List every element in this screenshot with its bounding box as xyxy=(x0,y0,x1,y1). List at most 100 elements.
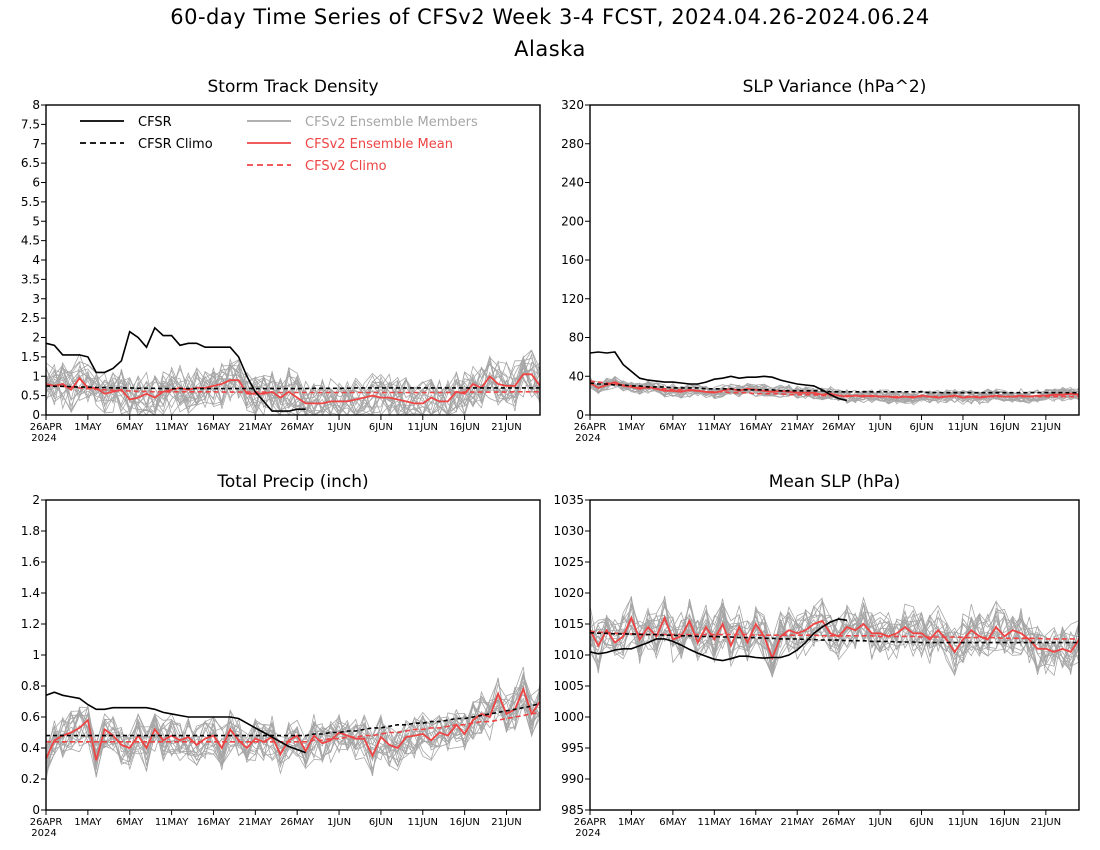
x-tick-label: 26MAY xyxy=(280,817,314,828)
y-tick-label: 985 xyxy=(561,803,584,817)
cfsv2-climo-line xyxy=(46,711,541,743)
ensemble-mean-line xyxy=(45,686,541,761)
y-tick-label: 7.5 xyxy=(21,117,40,131)
x-tick-label: 21JUN xyxy=(491,422,521,433)
y-tick-label: 1.4 xyxy=(21,586,40,600)
cfsr-climo-line xyxy=(46,702,541,737)
legend-cfsr-climo-label: CFSR Climo xyxy=(138,137,213,152)
ensemble-member-line xyxy=(45,687,541,770)
x-tick-label: 16JUN xyxy=(989,422,1019,433)
chart-panel-1: Storm Track Density 0 0.5 1 1.5 2 2.5 3 3.5 4 4.5 5… xyxy=(21,77,541,444)
y-tick-label: 0 xyxy=(32,803,40,817)
x-tick-label: 1MAY xyxy=(74,817,102,828)
ensemble-member-line xyxy=(589,596,1080,668)
legend-cfsv2-climo-label: CFSv2 Climo xyxy=(305,159,387,174)
x-tick-label: 6JUN xyxy=(909,422,933,433)
chart-panel-3: Total Precip (inch) 0 0.2 0.4 0.6 0.8 1 1.2 1.4 1… xyxy=(21,472,541,839)
x-tick-label: 26APR xyxy=(30,817,63,828)
ensemble-member-line xyxy=(589,598,1080,673)
cfsr-line xyxy=(589,351,848,402)
x-tick-label: 6JUN xyxy=(369,817,393,828)
cfsr-climo-line xyxy=(45,385,540,390)
ensemble-members xyxy=(45,349,541,417)
x-tick-label: 11JUN xyxy=(948,817,978,828)
chart-title: SLP Variance (hPa^2) xyxy=(743,77,927,97)
y-tick-label: 6.5 xyxy=(21,156,40,170)
y-tick-label: 320 xyxy=(561,98,584,112)
chart-panel-2: SLP Variance (hPa^2) 0 40 80 120 160 200 240 280… xyxy=(561,77,1080,444)
ensemble-member-line xyxy=(45,676,541,775)
x-tick-label: 1JUN xyxy=(868,817,892,828)
y-tick-label: 1025 xyxy=(553,555,584,569)
x-tick-label: 1JUN xyxy=(327,422,351,433)
y-tick-label: 1.2 xyxy=(21,617,40,631)
x-tick-label: 1MAY xyxy=(618,422,646,433)
x-tick-label: 11JUN xyxy=(408,817,438,828)
x-tick-label: 21JUN xyxy=(1031,817,1061,828)
y-tick-label: 1015 xyxy=(553,617,584,631)
x-tick-label: 1MAY xyxy=(618,817,646,828)
x-tick-label: 16MAY xyxy=(739,422,773,433)
x-tick-label: 21JUN xyxy=(491,817,521,828)
x-tick-label: 16MAY xyxy=(739,817,773,828)
y-tick-label: 990 xyxy=(561,772,584,786)
y-tick-label: 1.5 xyxy=(21,350,40,364)
y-tick-label: 5.5 xyxy=(21,195,40,209)
plot-frame xyxy=(45,104,541,416)
y-tick-label: 2.5 xyxy=(21,311,40,325)
y-tick-label: 0.2 xyxy=(21,772,40,786)
y-tick-label: 5 xyxy=(32,214,40,228)
y-tick-label: 40 xyxy=(569,369,584,383)
x-tick-label: 1JUN xyxy=(327,817,351,828)
x-tick-label: 6MAY xyxy=(116,422,144,433)
y-tick-label: 0 xyxy=(576,408,584,422)
y-tick-label: 200 xyxy=(561,214,584,228)
x-tick-label: 6MAY xyxy=(116,817,144,828)
x-year-label: 2024 xyxy=(31,828,56,839)
x-year-label: 2024 xyxy=(575,828,600,839)
ensemble-mean-line xyxy=(589,615,1080,661)
ensemble-member-line xyxy=(45,684,541,765)
plot-frame xyxy=(45,499,541,811)
ensemble-members xyxy=(45,666,541,781)
y-tick-label: 7 xyxy=(32,137,40,151)
x-tick-label: 6MAY xyxy=(659,422,687,433)
y-tick-label: 240 xyxy=(561,176,584,190)
legend: CFSR CFSR Climo CFSv2 Ensemble Members CFSv… xyxy=(80,115,478,174)
ensemble-mean-line xyxy=(589,381,1080,399)
y-tick-label: 0.5 xyxy=(21,389,40,403)
y-tick-label: 3.5 xyxy=(21,272,40,286)
y-tick-label: 1030 xyxy=(553,524,584,538)
x-tick-label: 11JUN xyxy=(948,422,978,433)
x-tick-label: 26MAY xyxy=(280,422,314,433)
figure-subtitle: Alaska xyxy=(514,37,586,61)
y-tick-label: 1005 xyxy=(553,679,584,693)
y-tick-label: 1020 xyxy=(553,586,584,600)
ensemble-member-line xyxy=(589,380,1080,403)
ensemble-mean-line xyxy=(45,373,541,405)
chart-title: Mean SLP (hPa) xyxy=(769,472,901,492)
y-tick-label: 1 xyxy=(32,648,40,662)
ensemble-member-line xyxy=(589,606,1080,669)
ensemble-member-line xyxy=(45,361,541,417)
x-tick-label: 11MAY xyxy=(155,817,189,828)
x-year-label: 2024 xyxy=(31,433,56,444)
y-tick-label: 3 xyxy=(32,292,40,306)
x-tick-label: 11MAY xyxy=(155,422,189,433)
cfsr-line xyxy=(45,326,306,412)
x-tick-label: 11MAY xyxy=(698,422,732,433)
y-tick-label: 0 xyxy=(32,408,40,422)
y-tick-label: 1.6 xyxy=(21,555,40,569)
x-tick-label: 16JUN xyxy=(449,817,479,828)
y-tick-label: 120 xyxy=(561,292,584,306)
x-tick-label: 6JUN xyxy=(369,422,393,433)
legend-cfsr-label: CFSR xyxy=(138,115,172,130)
ensemble-member-line xyxy=(45,687,541,775)
chart-panel-4: Mean SLP (hPa) 985 990 995 1000 1005 1010 1015 1… xyxy=(553,472,1080,839)
x-tick-label: 26APR xyxy=(574,817,607,828)
y-tick-label: 2 xyxy=(32,331,40,345)
x-tick-label: 21MAY xyxy=(239,817,273,828)
ensemble-member-line xyxy=(589,598,1080,677)
x-tick-label: 21MAY xyxy=(239,422,273,433)
y-tick-label: 4.5 xyxy=(21,234,40,248)
